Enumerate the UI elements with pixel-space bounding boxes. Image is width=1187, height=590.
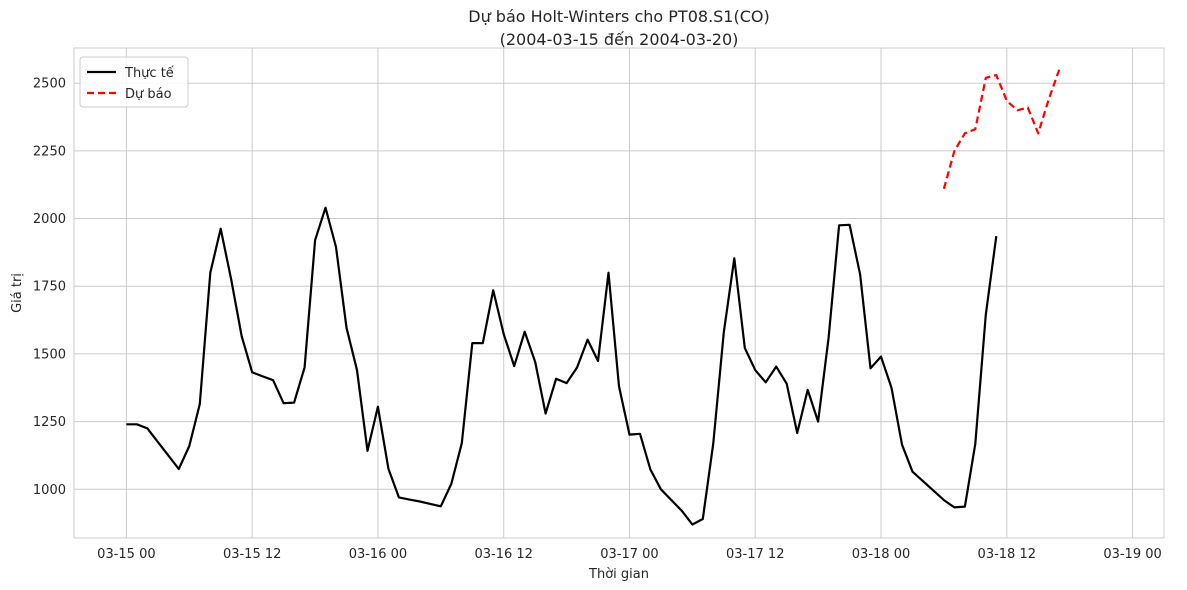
legend-box	[79, 56, 189, 108]
x-tick-label: 03-18 00	[852, 547, 910, 562]
x-tick-label: 03-15 00	[97, 547, 155, 562]
x-tick-label: 03-15 12	[223, 547, 281, 562]
series-lines	[126, 69, 1061, 526]
chart-subtitle: (2004-03-15 đến 2004-03-20)	[500, 30, 739, 49]
plot-area	[73, 47, 1165, 539]
chart-title: Dự báo Holt-Winters cho PT08.S1(CO)	[468, 7, 769, 26]
grid	[74, 48, 1164, 538]
legend: Thực tế Dự báo	[79, 56, 189, 108]
y-tick-labels: 1000 1250 1500 1750 2000 2250 2500	[33, 77, 66, 498]
y-tick-label: 2250	[33, 144, 66, 159]
x-tick-label: 03-19 00	[1103, 547, 1161, 562]
x-tick-labels: 03-15 00 03-15 12 03-16 00 03-16 12 03-17 00…	[97, 547, 1162, 562]
y-tick-label: 1750	[33, 280, 66, 295]
y-tick-label: 2000	[33, 212, 66, 227]
forecast-line	[942, 69, 1061, 190]
x-tick-label: 03-18 12	[978, 547, 1036, 562]
y-tick-label: 1500	[33, 347, 66, 362]
x-tick-label: 03-17 12	[726, 547, 784, 562]
actual-line	[126, 206, 998, 526]
x-axis-label: Thời gian	[588, 567, 649, 582]
y-tick-label: 2500	[33, 77, 66, 92]
x-tick-label: 03-16 12	[474, 547, 532, 562]
x-tick-label: 03-17 00	[600, 547, 658, 562]
y-axis-label: Giá trị	[10, 273, 25, 313]
x-tick-label: 03-16 00	[349, 547, 407, 562]
y-tick-label: 1250	[33, 415, 66, 430]
legend-label-forecast: Dự báo	[125, 87, 172, 102]
y-tick-label: 1000	[33, 483, 66, 498]
legend-label-actual: Thực tế	[124, 66, 174, 81]
